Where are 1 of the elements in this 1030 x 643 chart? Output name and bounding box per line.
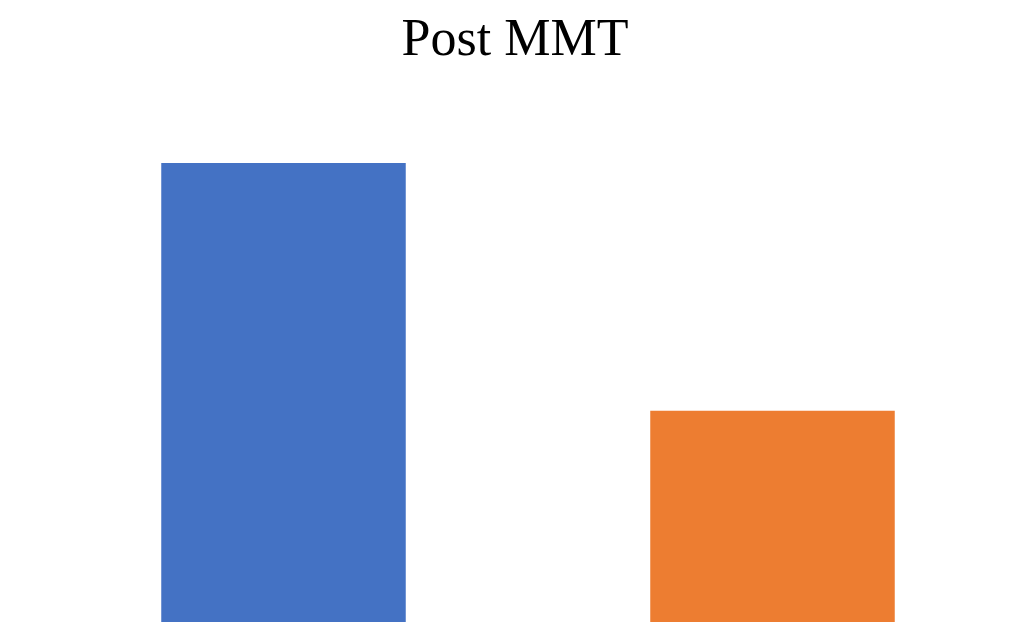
chart-title: Post MMT xyxy=(400,8,630,67)
